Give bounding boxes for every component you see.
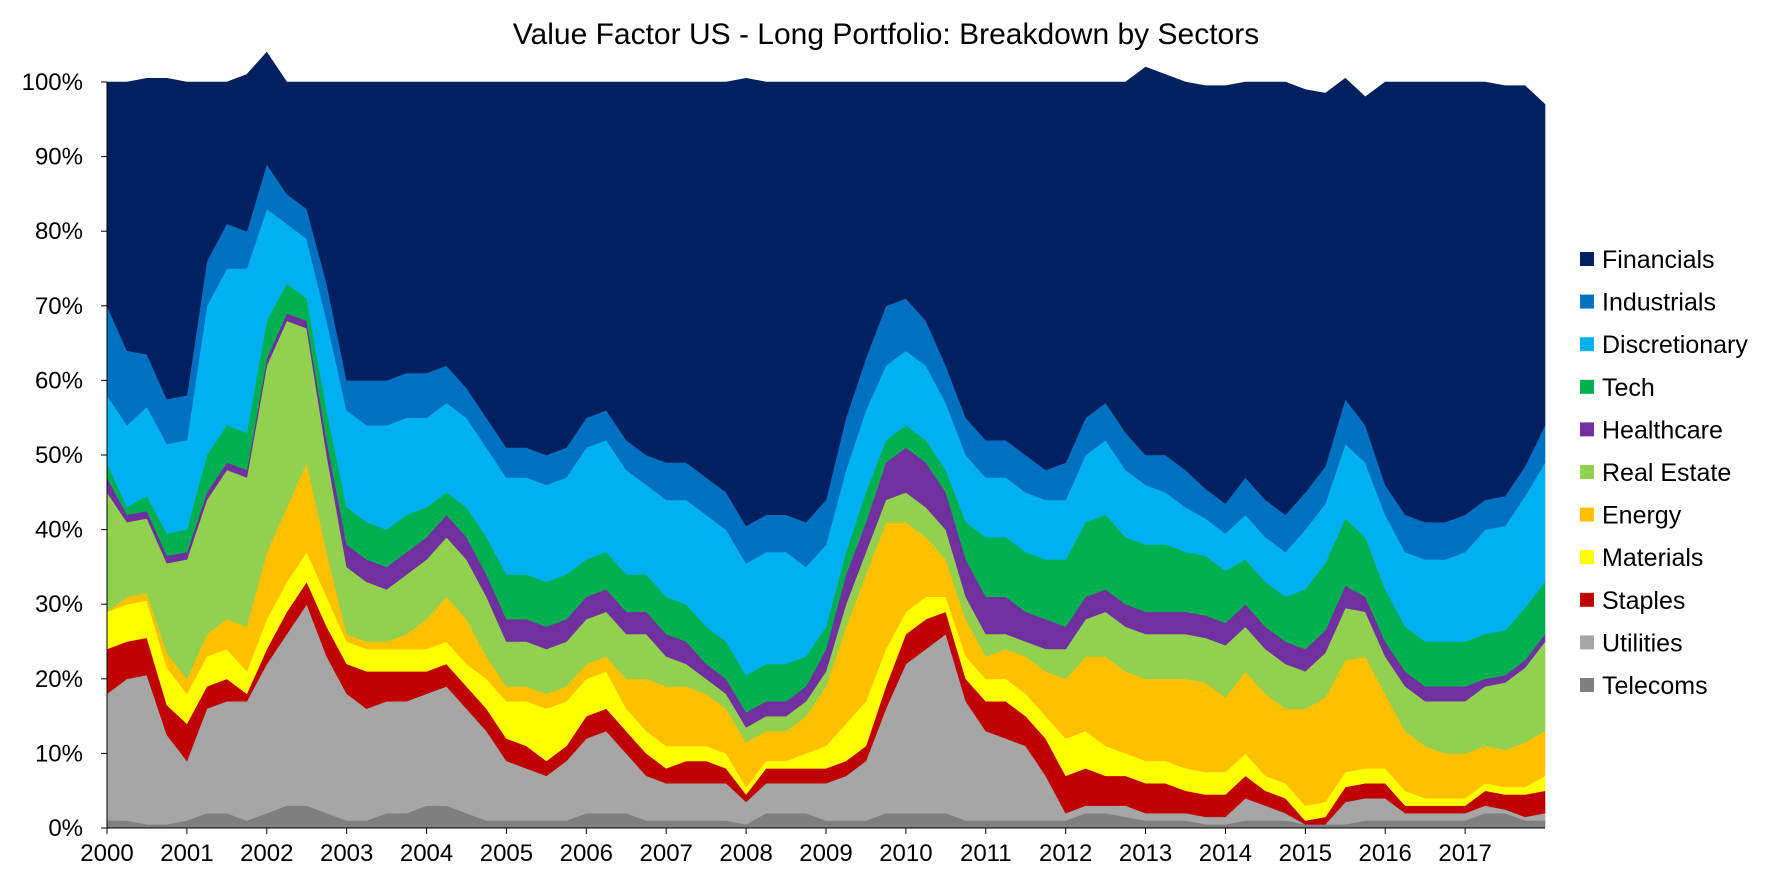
x-tick-label: 2014 (1199, 840, 1252, 867)
y-tick-label: 30% (35, 591, 83, 618)
y-tick-label: 50% (35, 442, 83, 469)
x-tick-label: 2011 (960, 840, 1012, 867)
y-tick-label: 60% (35, 367, 83, 394)
x-tick-label: 2008 (719, 840, 772, 867)
axes: 0% 10% 20% 30% 40% 50% 60% 70% 80% 90% 100% 2000 200… (22, 69, 1545, 867)
legend-label: Telecoms (1602, 672, 1708, 700)
legend-label: Discretionary (1602, 331, 1748, 359)
y-tick-label: 0% (48, 815, 83, 842)
legend-label: Staples (1602, 587, 1685, 615)
x-tick-label: 2004 (400, 840, 453, 867)
legend-item-tech: Tech (1580, 374, 1655, 402)
chart-title: Value Factor US - Long Portfolio: Breakd… (513, 18, 1259, 51)
legend-swatch (1580, 294, 1594, 309)
x-tick-label: 2000 (80, 840, 133, 867)
legend-item-healthcare: Healthcare (1580, 416, 1723, 444)
x-tick-label: 2016 (1359, 840, 1412, 867)
legend-label: Healthcare (1602, 416, 1723, 444)
x-tick-label: 2013 (1119, 840, 1172, 867)
y-tick-label: 70% (35, 293, 83, 320)
y-tick-label: 80% (35, 218, 83, 245)
area-layers (106, 51, 1546, 829)
x-tick-label: 2015 (1279, 840, 1332, 867)
legend-swatch (1580, 465, 1594, 479)
legend-item-energy: Energy (1580, 502, 1682, 530)
legend-swatch (1580, 592, 1594, 607)
legend-item-utilities: Utilities (1580, 629, 1683, 657)
y-tick-label: 100% (22, 69, 83, 96)
x-tick-label: 2001 (160, 840, 213, 867)
legend-swatch (1580, 422, 1594, 437)
x-tick-label: 2002 (240, 840, 293, 867)
legend-label: Real Estate (1602, 459, 1731, 487)
x-tick-label: 2009 (799, 840, 852, 867)
x-tick-label: 2007 (640, 840, 693, 867)
legend-label: Financials (1602, 246, 1715, 274)
legend-item-real-estate: Real Estate (1580, 459, 1731, 487)
legend-label: Materials (1602, 544, 1703, 572)
x-tick-label: 2006 (560, 840, 613, 867)
x-tick-label: 2010 (879, 840, 932, 867)
legend-item-industrials: Industrials (1580, 289, 1716, 317)
legend: Financials Industrials Discretionary Tech He… (1580, 246, 1748, 700)
legend-swatch (1580, 337, 1594, 352)
x-tick-label: 2017 (1438, 840, 1491, 867)
area-financials (106, 51, 1546, 527)
legend-label: Tech (1602, 374, 1655, 402)
legend-swatch (1580, 635, 1594, 650)
y-tick-label: 20% (35, 666, 83, 693)
x-tick-label: 2012 (1039, 840, 1092, 867)
y-tick-label: 90% (35, 144, 83, 171)
legend-label: Utilities (1602, 629, 1683, 657)
legend-item-financials: Financials (1580, 246, 1715, 274)
legend-item-staples: Staples (1580, 587, 1685, 615)
legend-item-telecoms: Telecoms (1580, 672, 1708, 700)
legend-swatch (1580, 678, 1594, 692)
legend-item-discretionary: Discretionary (1580, 331, 1748, 359)
legend-label: Industrials (1602, 289, 1716, 317)
legend-swatch (1580, 550, 1594, 565)
x-tick-label: 2003 (320, 840, 373, 867)
legend-swatch (1580, 252, 1594, 266)
legend-swatch (1580, 507, 1594, 522)
legend-swatch (1580, 379, 1594, 394)
y-tick-label: 10% (35, 740, 83, 767)
y-tick-label: 40% (35, 517, 83, 544)
legend-label: Energy (1602, 502, 1682, 530)
legend-item-materials: Materials (1580, 544, 1703, 572)
x-tick-label: 2005 (480, 840, 533, 867)
